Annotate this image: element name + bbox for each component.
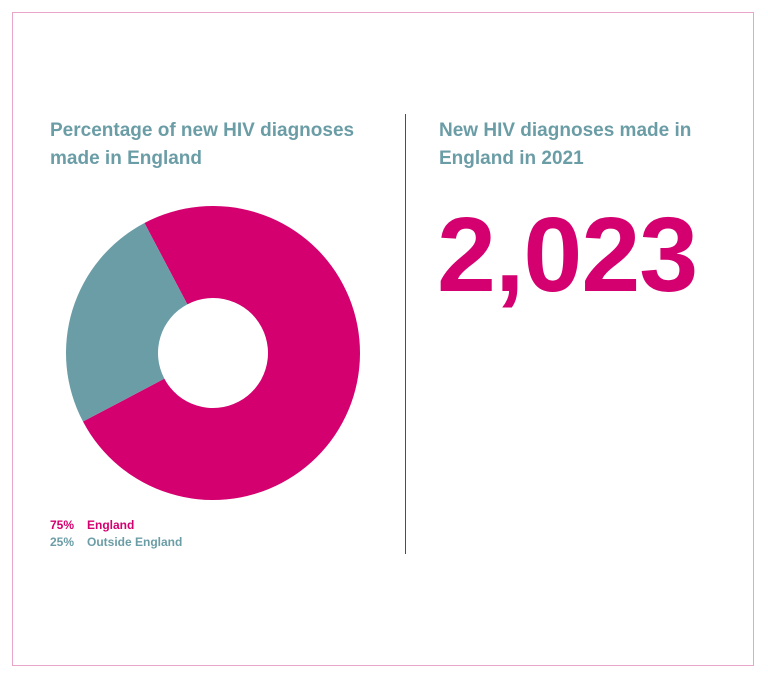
legend-pct-england: 75%: [50, 518, 75, 532]
right-panel-title: New HIV diagnoses made in England in 202…: [439, 120, 692, 169]
chart-legend: 75% England 25% Outside England: [50, 517, 182, 551]
legend-label-outside-england: Outside England: [87, 535, 183, 549]
diagnoses-count: 2,023: [437, 196, 698, 314]
left-panel-title: Percentage of new HIV diagnoses made in …: [50, 120, 355, 169]
card-frame: [12, 12, 754, 666]
legend-label-england: England: [87, 518, 135, 532]
legend-pct-outside-england: 25%: [50, 535, 75, 549]
donut-slice-outside-england: [66, 222, 188, 422]
legend-item-outside-england: 25% Outside England: [50, 534, 182, 551]
donut-slice-england: [82, 206, 360, 500]
legend-item-england: 75% England: [50, 517, 182, 534]
donut-chart: [66, 206, 360, 500]
panel-divider: [405, 114, 406, 554]
